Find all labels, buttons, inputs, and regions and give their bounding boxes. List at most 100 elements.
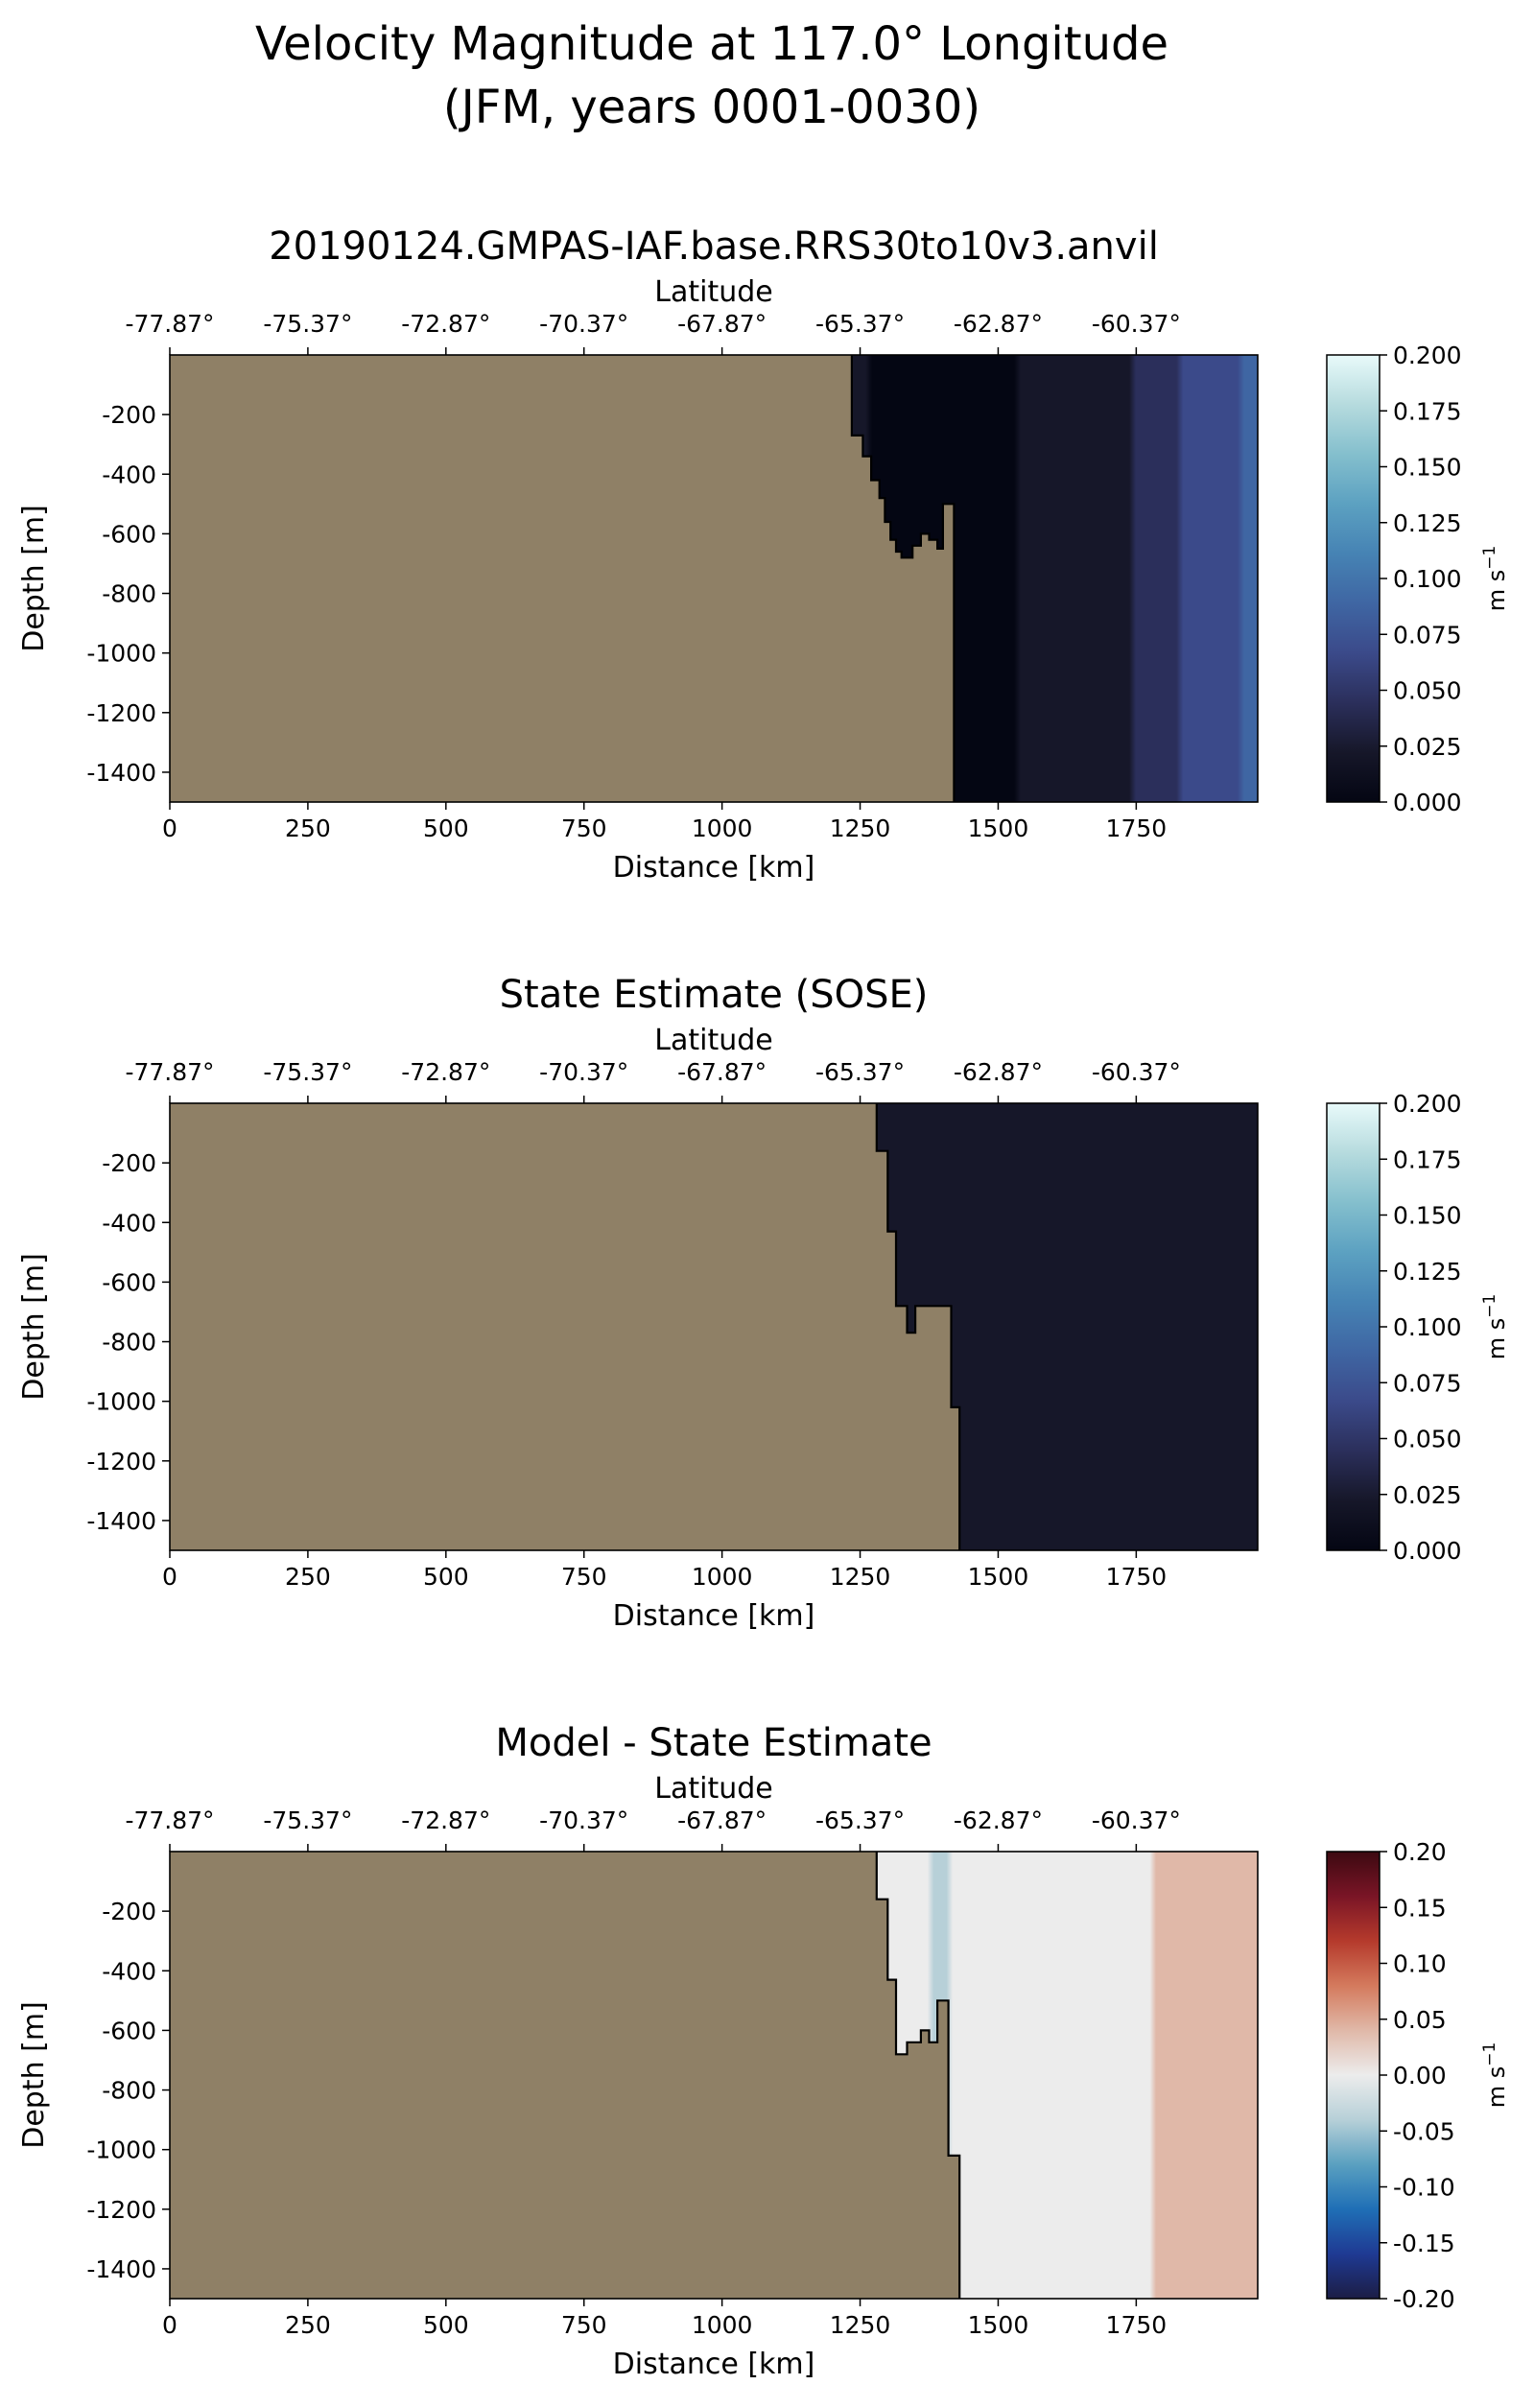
- y-tick-label: -400: [102, 1209, 156, 1237]
- y-tick-label: -600: [102, 2017, 156, 2044]
- y-tick-label: -1400: [86, 759, 156, 787]
- lat-tick-label: -62.87°: [954, 310, 1043, 338]
- colorbar-tick-label: 0.200: [1393, 342, 1462, 369]
- y-tick-label: -600: [102, 520, 156, 548]
- lat-tick-label: -70.37°: [539, 1058, 628, 1086]
- x-tick-label: 750: [561, 2311, 607, 2339]
- colorbar-tick-label: 0.125: [1393, 1258, 1462, 1286]
- x-tick-label: 1000: [692, 1563, 753, 1591]
- colorbar-tick-label: 0.20: [1393, 1838, 1447, 1866]
- x-axis-label: Distance [km]: [613, 2348, 815, 2381]
- y-tick-label: -1200: [86, 699, 156, 727]
- top-axis-label: Latitude: [654, 1024, 772, 1057]
- lat-tick-label: -60.37°: [1092, 310, 1181, 338]
- lat-tick-label: -60.37°: [1092, 1058, 1181, 1086]
- x-tick-label: 500: [423, 1563, 469, 1591]
- x-tick-label: 1500: [968, 1563, 1029, 1591]
- y-tick-label: -400: [102, 1957, 156, 1985]
- lat-tick-label: -75.37°: [263, 310, 352, 338]
- top-axis-label: Latitude: [654, 275, 772, 309]
- x-tick-label: 1750: [1106, 814, 1168, 842]
- top-axis-label: Latitude: [654, 1772, 772, 1806]
- colorbar-tick-label: 0.175: [1393, 397, 1462, 425]
- colorbar-tick-label: -0.15: [1393, 2230, 1455, 2257]
- axes-frame: [169, 354, 1259, 803]
- x-tick-label: 0: [162, 1563, 177, 1591]
- panel-title: Model - State Estimate: [495, 1721, 932, 1765]
- colorbar-tick-label: 0.150: [1393, 1202, 1462, 1230]
- y-tick-label: -1200: [86, 2196, 156, 2224]
- colorbar-tick-label: 0.175: [1393, 1145, 1462, 1173]
- colorbar-tick-label: 0.025: [1393, 733, 1462, 761]
- x-tick-label: 1750: [1106, 1563, 1168, 1591]
- panel-2: State Estimate (SOSE) Latitude -77.87° -75.…: [17, 973, 1510, 1633]
- colorbar-label-exponent: −1: [1480, 546, 1499, 570]
- x-tick-label: 1250: [830, 1563, 891, 1591]
- colorbar-tick-label: 0.200: [1393, 1090, 1462, 1118]
- panel-3: Model - State Estimate Latitude -77.87° -75…: [17, 1721, 1510, 2381]
- colorbar-tick-label: 0.150: [1393, 454, 1462, 482]
- lat-tick-label: -75.37°: [263, 1806, 352, 1834]
- y-tick-label: -1400: [86, 2255, 156, 2283]
- y-tick-label: -200: [102, 1149, 156, 1177]
- colorbar: [1326, 354, 1381, 803]
- y-tick-label: -200: [102, 1898, 156, 1925]
- colorbar-label-unit: m s: [1483, 2066, 1510, 2109]
- colorbar-label: m s−1: [1480, 1294, 1510, 1360]
- colorbar-tick-label: -0.05: [1393, 2117, 1455, 2145]
- panel-1: 20190124.GMPAS-IAF.base.RRS30to10v3.anvi…: [17, 224, 1510, 885]
- colorbar-tick-label: 0.10: [1393, 1950, 1447, 1978]
- y-tick-label: -800: [102, 580, 156, 608]
- lat-tick-label: -70.37°: [539, 310, 628, 338]
- colorbar-tick-label: 0.125: [1393, 509, 1462, 537]
- x-tick-label: 500: [423, 814, 469, 842]
- lat-tick-label: -67.87°: [677, 310, 767, 338]
- colorbar: [1326, 1851, 1381, 2300]
- x-axis-label: Distance [km]: [613, 1599, 815, 1633]
- colorbar-tick-label: 0.000: [1393, 789, 1462, 816]
- colorbar-tick-label: 0.025: [1393, 1481, 1462, 1509]
- colorbar-tick-label: 0.100: [1393, 565, 1462, 593]
- bathymetry-line: [875, 1852, 961, 2299]
- colorbar-tick-label: 0.00: [1393, 2062, 1447, 2089]
- colorbar-label: m s−1: [1480, 2042, 1510, 2109]
- figure-suptitle-line2: (JFM, years 0001-0030): [443, 81, 980, 134]
- y-tick-label: -800: [102, 2077, 156, 2105]
- x-tick-label: 1000: [692, 2311, 753, 2339]
- y-tick-label: -1000: [86, 640, 156, 668]
- x-tick-label: 1250: [830, 814, 891, 842]
- y-tick-label: -200: [102, 401, 156, 429]
- x-tick-label: 1500: [968, 2311, 1029, 2339]
- lat-tick-label: -60.37°: [1092, 1806, 1181, 1834]
- panel-title: 20190124.GMPAS-IAF.base.RRS30to10v3.anvi…: [269, 224, 1159, 269]
- lat-tick-label: -75.37°: [263, 1058, 352, 1086]
- x-tick-label: 1500: [968, 814, 1029, 842]
- lat-tick-label: -77.87°: [125, 1058, 214, 1086]
- lat-tick-label: -65.37°: [815, 1806, 905, 1834]
- x-tick-label: 250: [285, 814, 331, 842]
- lat-tick-label: -67.87°: [677, 1806, 767, 1834]
- colorbar-label-exponent: −1: [1480, 1294, 1499, 1318]
- colorbar-label-unit: m s: [1483, 1318, 1510, 1360]
- colorbar-tick-label: -0.10: [1393, 2174, 1455, 2202]
- lat-tick-label: -77.87°: [125, 310, 214, 338]
- axes-frame: [169, 1102, 1259, 1551]
- colorbar-label-exponent: −1: [1480, 2042, 1499, 2066]
- y-tick-label: -400: [102, 460, 156, 488]
- y-axis-label: Depth [m]: [17, 2001, 51, 2149]
- figure-suptitle-line1: Velocity Magnitude at 117.0° Longitude: [255, 17, 1168, 71]
- x-tick-label: 250: [285, 1563, 331, 1591]
- lat-tick-label: -62.87°: [954, 1806, 1043, 1834]
- colorbar-tick-label: 0.15: [1393, 1894, 1447, 1922]
- colorbar: [1326, 1102, 1381, 1551]
- colorbar-tick-label: 0.050: [1393, 677, 1462, 705]
- x-tick-label: 0: [162, 2311, 177, 2339]
- x-axis-label: Distance [km]: [613, 851, 815, 885]
- x-tick-label: 1250: [830, 2311, 891, 2339]
- x-tick-label: 250: [285, 2311, 331, 2339]
- x-tick-label: 750: [561, 814, 607, 842]
- y-tick-label: -1400: [86, 1507, 156, 1535]
- colorbar-tick-label: -0.20: [1393, 2285, 1455, 2313]
- land-mask: [170, 1852, 960, 2299]
